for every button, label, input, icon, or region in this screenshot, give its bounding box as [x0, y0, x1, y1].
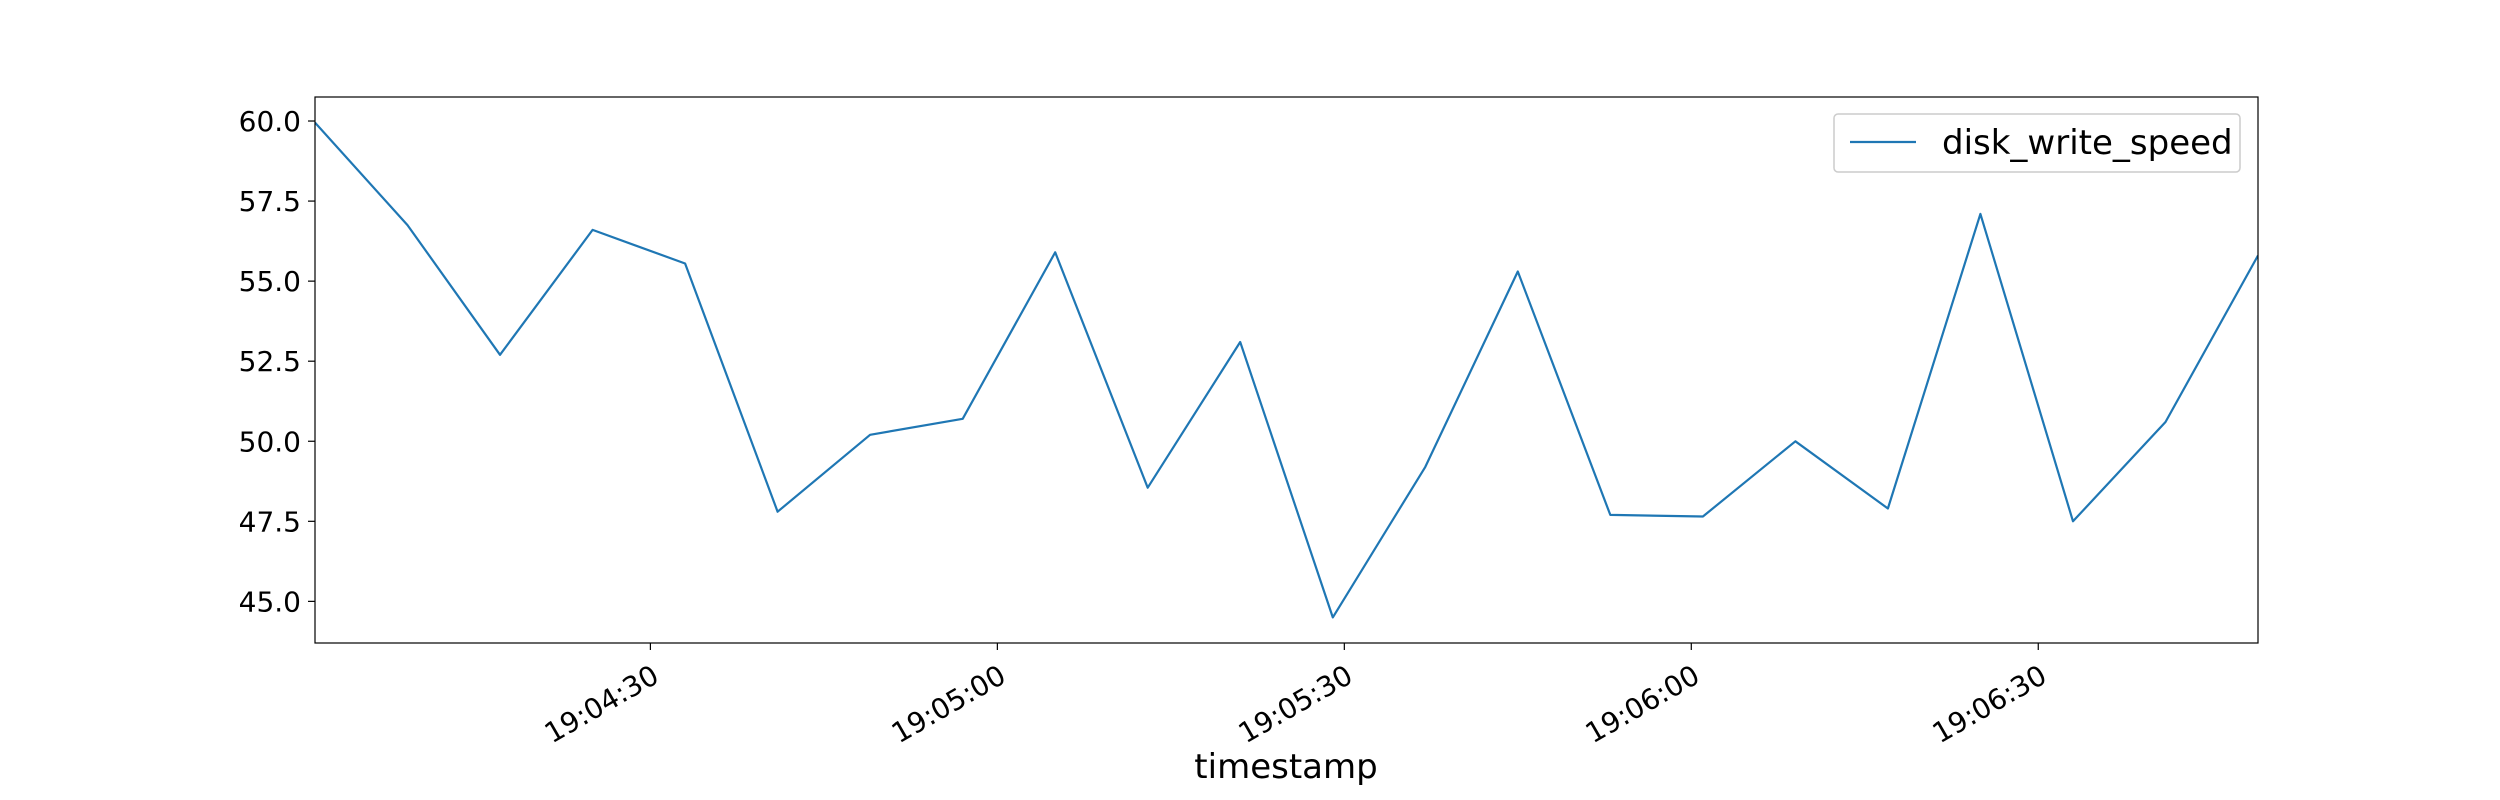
y-tick-label: 50.0	[239, 425, 301, 458]
y-tick-label: 52.5	[239, 345, 301, 378]
axes-layer: 45.0 47.5 50.0 52.5 55.0 57.5 60.0 19:04:30 19:0…	[239, 96, 2259, 750]
y-tick-label: 45.0	[239, 585, 301, 618]
axes-frame	[314, 96, 2259, 644]
y-tick-label: 60.0	[239, 105, 301, 138]
y-tick-label: 47.5	[239, 505, 301, 538]
y-tick-label: 57.5	[239, 185, 301, 218]
y-tick-label: 55.0	[239, 265, 301, 298]
x-tick-label: 19:06:30	[1927, 658, 2052, 749]
legend-label: disk_write_speed	[1942, 123, 2233, 163]
x-tick-label: 19:05:30	[1233, 658, 1358, 749]
series-layer	[314, 121, 2259, 619]
legend: disk_write_speed	[1833, 113, 2241, 173]
series-line-disk_write_speed	[315, 121, 2258, 619]
x-axis-label: timestamp	[1194, 747, 1377, 787]
x-tick-label: 19:05:00	[886, 658, 1011, 749]
x-tick-label: 19:04:30	[539, 658, 664, 749]
legend-box	[1833, 113, 2241, 173]
x-tick-label: 19:06:00	[1580, 658, 1705, 749]
